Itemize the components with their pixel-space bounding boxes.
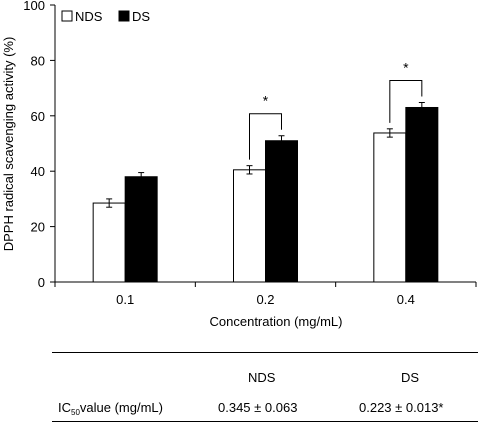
legend-label-nds: NDS bbox=[75, 9, 103, 24]
legend: NDS DS bbox=[61, 9, 150, 24]
x-tick-label: 0.2 bbox=[256, 292, 274, 307]
legend-swatch-ds bbox=[118, 10, 130, 22]
table-top-rule bbox=[52, 352, 478, 353]
x-tick-label: 0.4 bbox=[397, 292, 415, 307]
y-tick-label: 100 bbox=[23, 0, 45, 13]
legend-label-ds: DS bbox=[132, 9, 150, 24]
x-axis-label: Concentration (mg/mL) bbox=[210, 314, 343, 329]
row-label-prefix: IC bbox=[58, 400, 71, 415]
row-label-suffix: value (mg/mL) bbox=[79, 400, 163, 415]
legend-swatch-nds bbox=[61, 10, 73, 22]
value-nds: 0.345 ± 0.063 bbox=[218, 400, 298, 415]
bar-ds bbox=[265, 140, 298, 283]
bar-ds bbox=[405, 106, 439, 283]
y-tick-label: 0 bbox=[38, 275, 45, 290]
header-nds: NDS bbox=[248, 370, 276, 385]
axes: 0 20 40 60 80 100 0.1 0.2 0.4 bbox=[23, 0, 477, 307]
significance-bracket bbox=[389, 80, 423, 123]
y-tick-label: 20 bbox=[31, 220, 45, 235]
bar-nds bbox=[373, 132, 407, 283]
significance-annotations: ** bbox=[249, 60, 423, 160]
x-tick-label: 0.1 bbox=[116, 292, 134, 307]
y-tick-label: 60 bbox=[31, 109, 45, 124]
significance-marker: * bbox=[263, 93, 269, 109]
significance-bracket bbox=[249, 113, 282, 160]
y-tick-label: 80 bbox=[31, 53, 45, 68]
y-axis-label: DPPH radical scavenging activity (%) bbox=[1, 37, 16, 252]
bar-ds bbox=[124, 176, 158, 283]
significance-marker: * bbox=[403, 60, 409, 76]
bar-nds bbox=[233, 169, 266, 283]
bar-nds bbox=[92, 202, 126, 283]
bars bbox=[92, 102, 439, 283]
value-ds: 0.223 ± 0.013* bbox=[359, 400, 444, 415]
row-label-ic50: IC50value (mg/mL) bbox=[58, 400, 163, 417]
header-ds: DS bbox=[401, 370, 420, 385]
y-tick-label: 40 bbox=[31, 164, 45, 179]
row-label-subscript: 50 bbox=[71, 408, 80, 417]
